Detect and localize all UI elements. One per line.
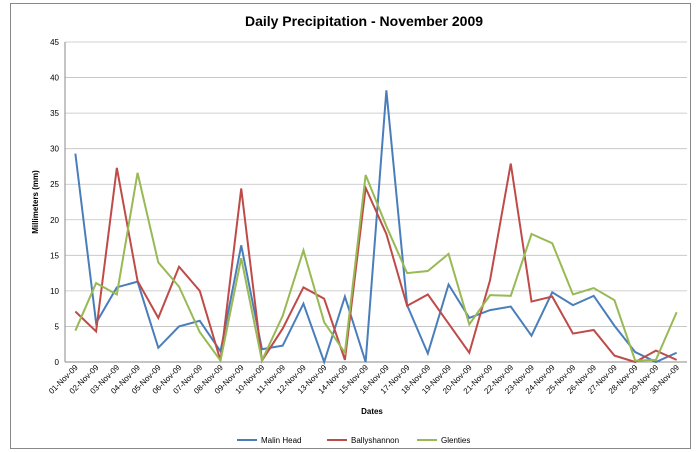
chart-title: Daily Precipitation - November 2009 <box>245 13 483 29</box>
series-line <box>74 90 678 366</box>
y-tick-label: 20 <box>50 216 59 225</box>
y-tick-label: 40 <box>50 74 59 83</box>
legend-label: Glenties <box>441 436 470 445</box>
series-line <box>74 163 678 364</box>
legend-label: Malin Head <box>261 436 301 445</box>
y-tick-label: 35 <box>50 109 59 118</box>
y-tick-label: 15 <box>50 251 59 260</box>
y-tick-label: 0 <box>55 358 60 367</box>
y-tick-label: 5 <box>55 322 60 331</box>
x-axis-title: Dates <box>361 407 383 416</box>
y-axis-title: Millimeters (mm) <box>31 170 40 234</box>
y-tick-label: 30 <box>50 145 59 154</box>
y-tick-label: 25 <box>50 180 59 189</box>
y-tick-label: 10 <box>50 287 59 296</box>
legend-label: Ballyshannon <box>351 436 399 445</box>
y-tick-label: 45 <box>50 38 59 47</box>
series-line <box>74 172 678 364</box>
